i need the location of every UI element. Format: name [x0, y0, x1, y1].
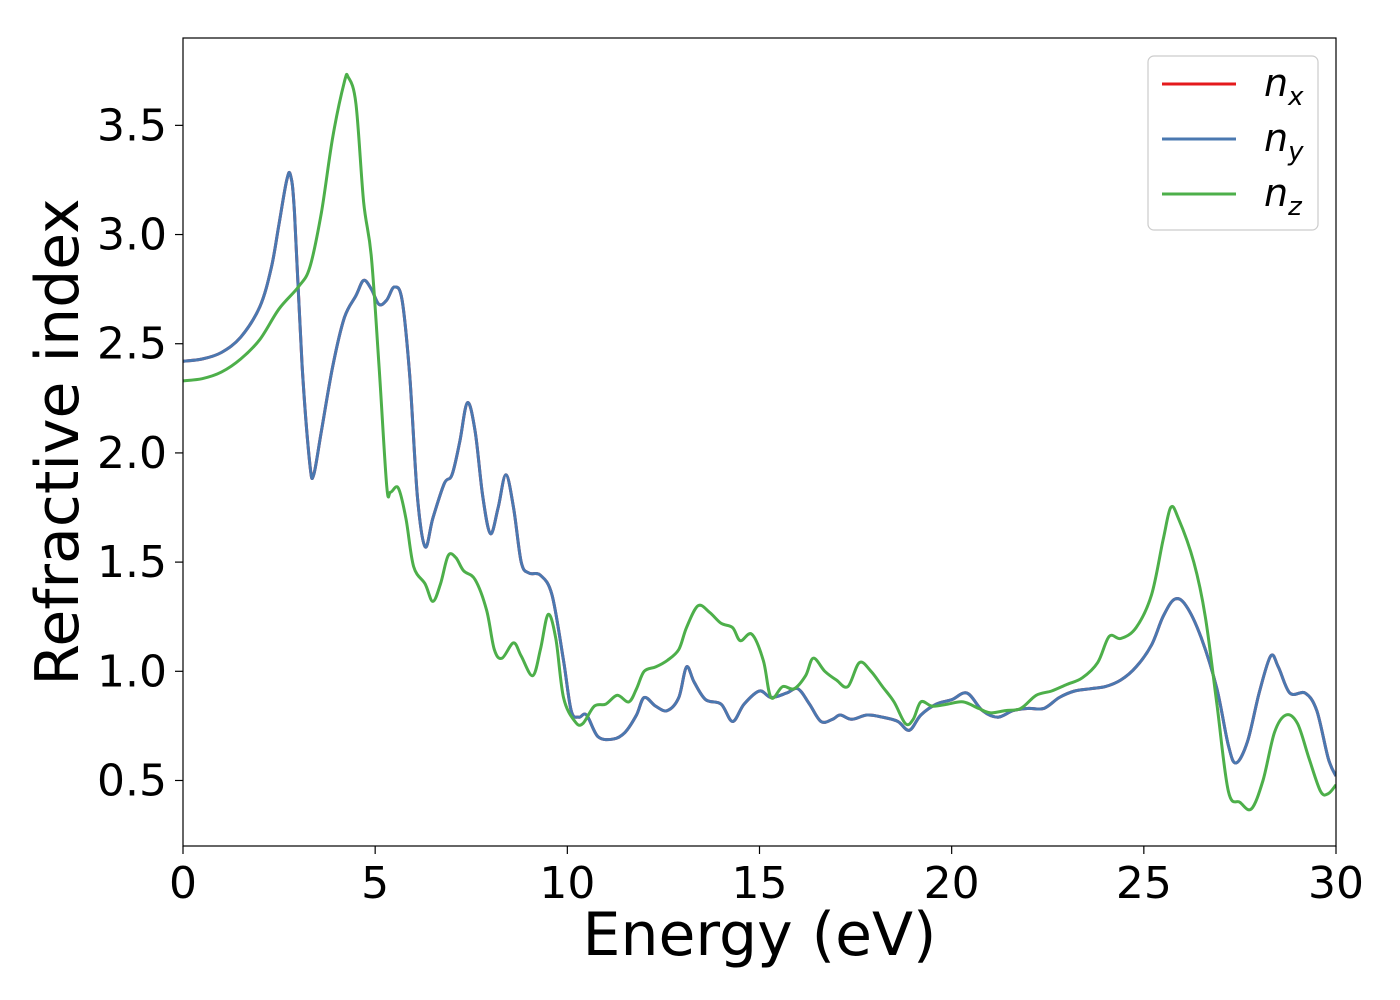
x-tick-label: 25: [1116, 858, 1172, 909]
x-tick-label: 0: [169, 858, 197, 909]
series-line-nx: [183, 170, 1336, 777]
y-axis-label: Refractive index: [23, 198, 93, 685]
x-tick-label: 20: [924, 858, 980, 909]
x-tick-label: 10: [539, 858, 595, 909]
y-tick-label: 1.5: [97, 537, 167, 588]
y-tick-label: 3.5: [97, 100, 167, 151]
series-line-nz: [183, 72, 1336, 812]
series-line-ny: [183, 170, 1336, 777]
legend-label-nz: nz: [1264, 171, 1303, 222]
legend-label-nx: nx: [1264, 61, 1304, 112]
x-axis-label: Energy (eV): [583, 900, 937, 970]
x-axis-ticks: 0 5 10 15 20 25 30: [169, 846, 1364, 909]
legend-box: [1147, 55, 1319, 231]
plot-lines: [183, 72, 1336, 812]
y-tick-label: 3.0: [97, 210, 167, 261]
x-tick-label: 5: [361, 858, 389, 909]
y-tick-label: 2.0: [97, 428, 167, 479]
y-tick-label: 0.5: [97, 755, 167, 806]
y-axis-ticks: 0.5 1.0 1.5 2.0 2.5 3.0 3.5: [97, 100, 183, 806]
y-tick-label: 2.5: [97, 319, 167, 370]
y-tick-label: 1.0: [97, 646, 167, 697]
x-tick-label: 30: [1308, 858, 1364, 909]
legend-label-ny: ny: [1264, 116, 1304, 167]
x-tick-label: 15: [732, 858, 788, 909]
